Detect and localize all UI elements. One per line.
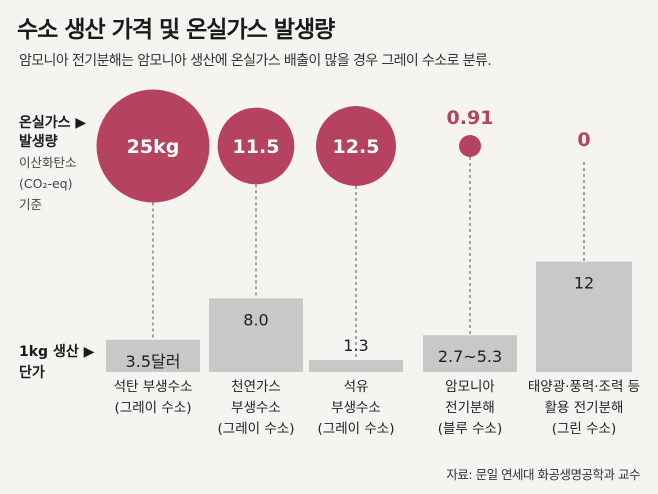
category-label: (그레이 수소) [218,421,295,437]
source-note: 자료: 문일 연세대 화공생명공학과 교수 [446,467,640,482]
cost-bar [209,298,303,372]
cost-bar [536,261,632,372]
cost-bar [106,339,200,372]
emission-value-label: 0.91 [447,107,494,129]
emission-unit-label: 이산화탄소 [19,155,77,170]
emission-bubbles [96,89,481,203]
emission-unit-label: 기준 [19,197,42,212]
cost-bars [106,261,632,372]
cost-value-label: 3.5달러 [126,352,181,371]
category-label: 부생수소 [231,400,281,416]
category-label: 활용 전기분해 [545,400,624,416]
category-label: (그린 수소) [552,421,617,437]
category-label: 전기분해 [445,400,495,416]
category-label: 암모니아 [445,379,495,395]
chart-subtitle: 암모니아 전기분해는 암모니아 생산에 온실가스 배출이 많을 경우 그레이 수… [19,53,492,69]
cost-legend-label: 단가 [19,364,45,381]
category-label: (블루 수소) [438,421,503,437]
emission-value-label: 25kg [127,136,180,158]
cost-legend-label: 1kg 생산 ▶ [19,343,95,360]
emission-bubble [459,135,481,157]
emission-bubble [316,106,396,186]
category-label: (그레이 수소) [318,421,395,437]
emission-bubble [217,107,295,185]
category-label: 태양광·풍력·조력 등 [528,379,640,395]
emission-legend-label: 온실가스 ▶ [19,115,86,131]
category-label: 부생수소 [331,400,381,416]
emission-value-label: 12.5 [333,136,380,158]
cost-bar [309,360,403,372]
value-labels: 3.5달러 25kg 8.0 11.5 1.3 12.5 2.7~5.3 0.91 12 0 [126,107,595,371]
connector-lines [152,157,585,361]
cost-value-label: 8.0 [243,310,268,329]
category-label: 천연가스 [231,379,281,395]
emission-legend-label: 발생량 [19,133,58,150]
category-label: 석탄 부생수소 [114,379,193,395]
category-label: (그레이 수소) [115,400,192,416]
emission-value-label: 0 [577,129,590,151]
cost-value-label: 2.7~5.3 [438,347,502,366]
cost-bar [423,335,517,372]
emission-bubble [96,89,210,203]
emission-value-label: 11.5 [233,136,280,158]
cost-value-label: 1.3 [343,336,368,355]
chart-title: 수소 생산 가격 및 온실가스 발생량 [17,17,335,43]
emission-unit-label: (CO₂-eq) [19,176,72,191]
cost-value-label: 12 [574,274,594,293]
category-label: 석유 [344,379,369,395]
